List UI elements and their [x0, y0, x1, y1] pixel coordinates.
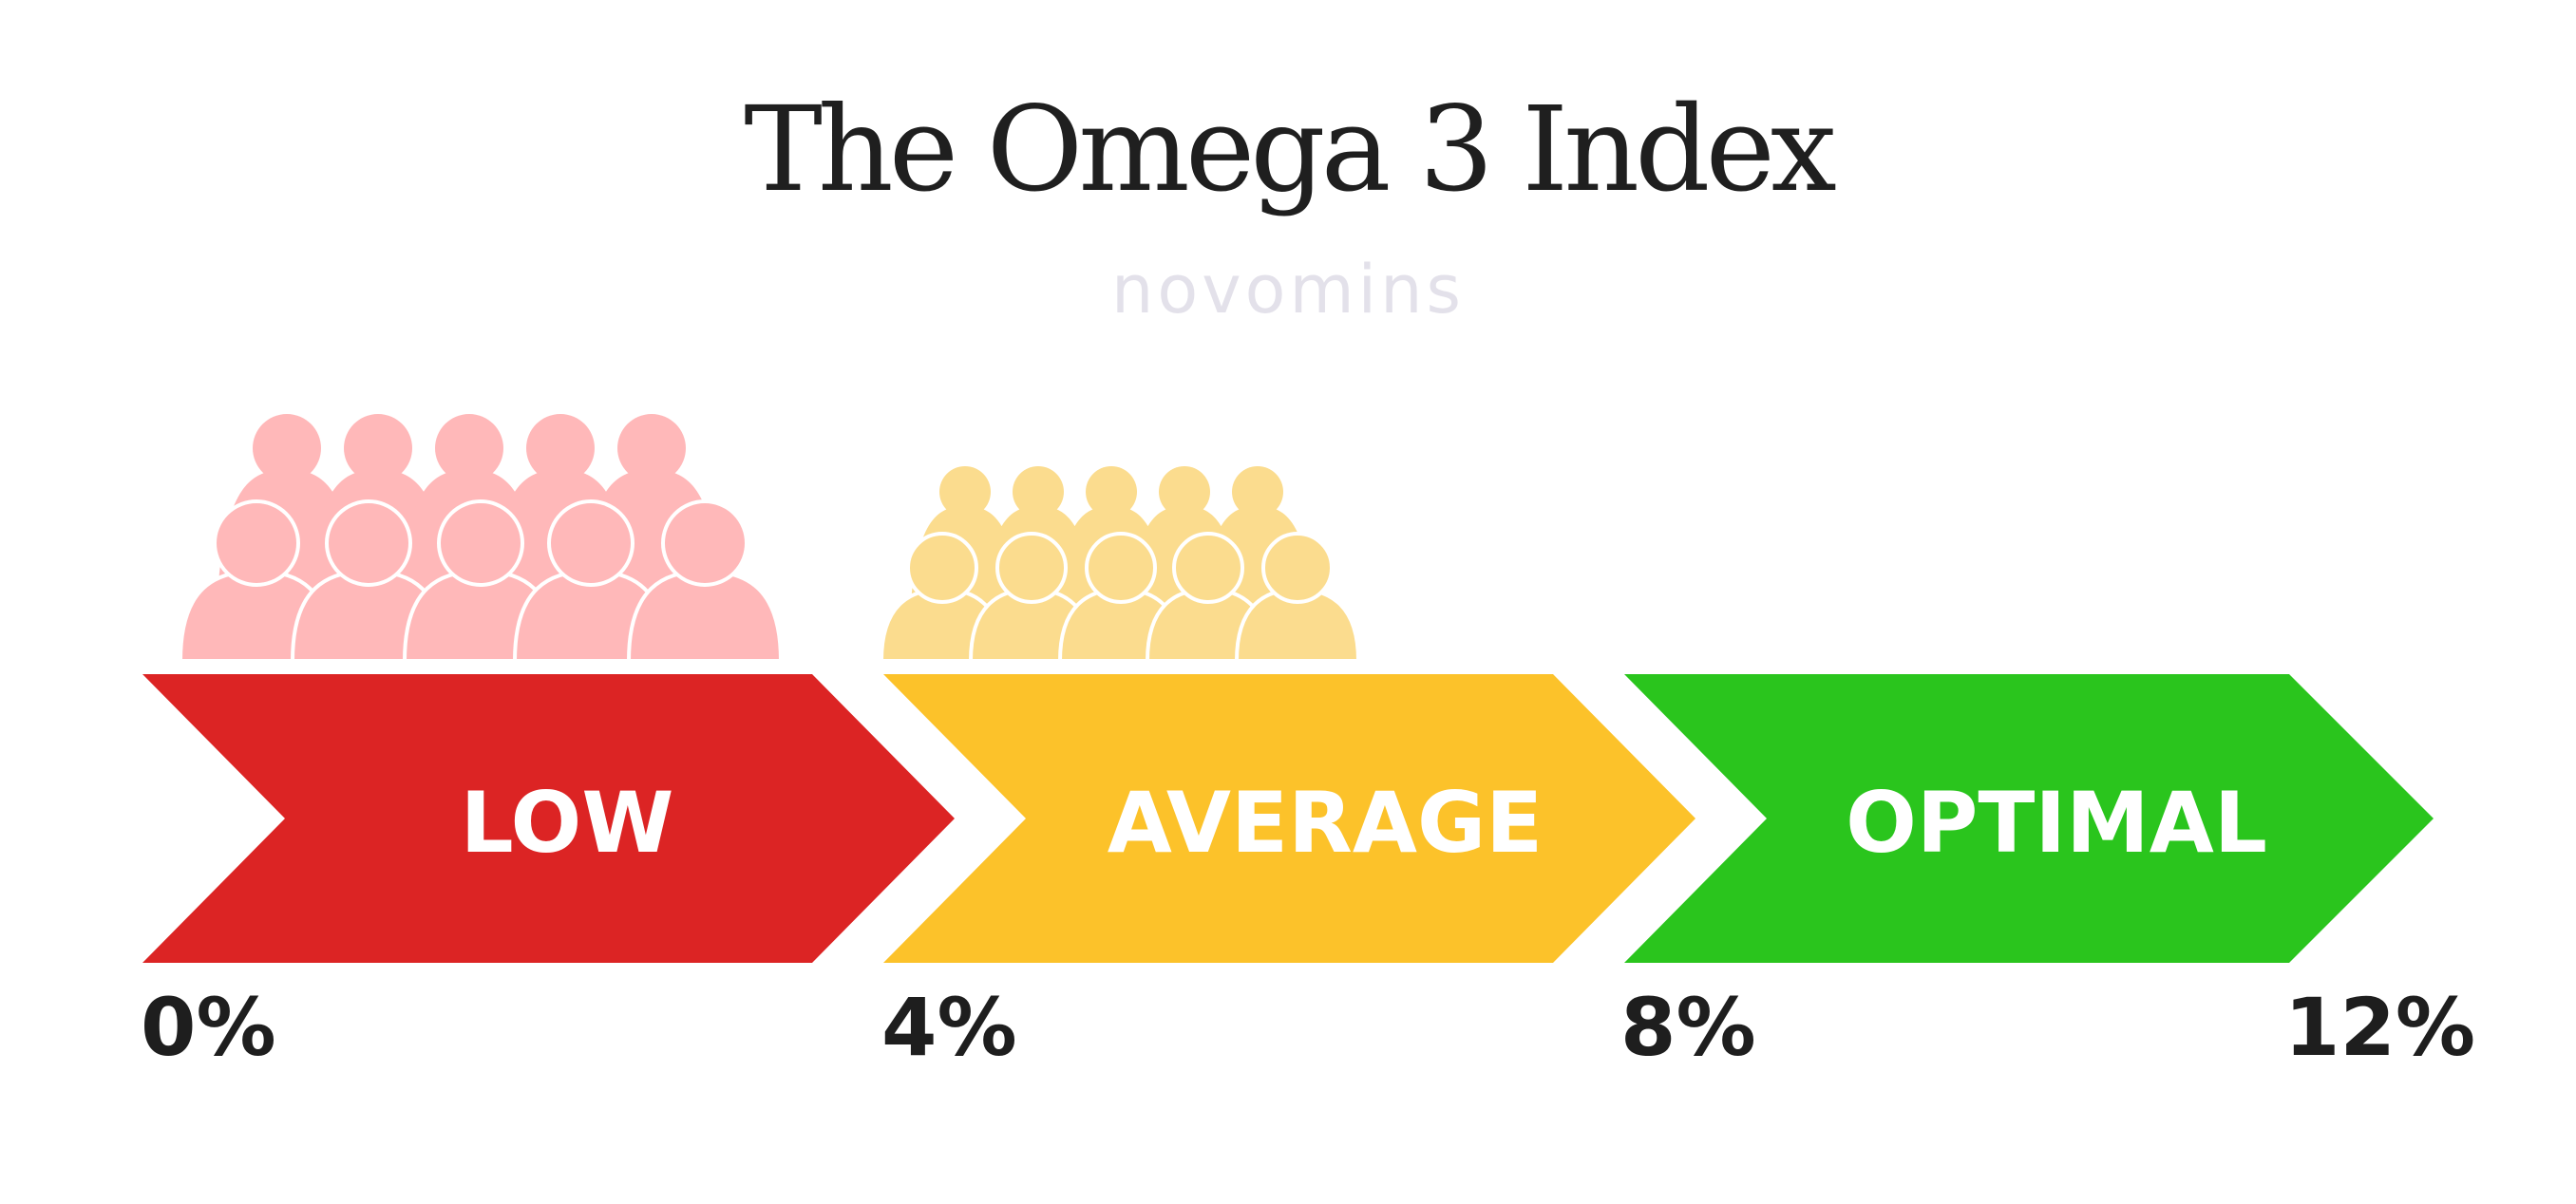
- average-people-group: [879, 466, 1361, 663]
- tick-label-0: 0%: [141, 981, 276, 1074]
- page-title: The Omega 3 Index: [744, 82, 1837, 218]
- low-label: LOW: [461, 774, 674, 872]
- optimal-label: OPTIMAL: [1846, 774, 2267, 872]
- average-chevron: [883, 674, 1695, 963]
- low-people-group: [178, 414, 784, 663]
- average-label: AVERAGE: [1108, 774, 1544, 872]
- tick-label-12: 12%: [2284, 981, 2476, 1074]
- person-icon: [1234, 532, 1361, 663]
- optimal-chevron: [1624, 674, 2434, 963]
- tick-label-4: 4%: [881, 981, 1017, 1074]
- person-icon: [626, 499, 784, 663]
- low-chevron: [142, 674, 955, 963]
- tick-label-8: 8%: [1620, 981, 1756, 1074]
- brand-logo: novomins: [1111, 251, 1465, 329]
- person-icon: [1057, 532, 1184, 663]
